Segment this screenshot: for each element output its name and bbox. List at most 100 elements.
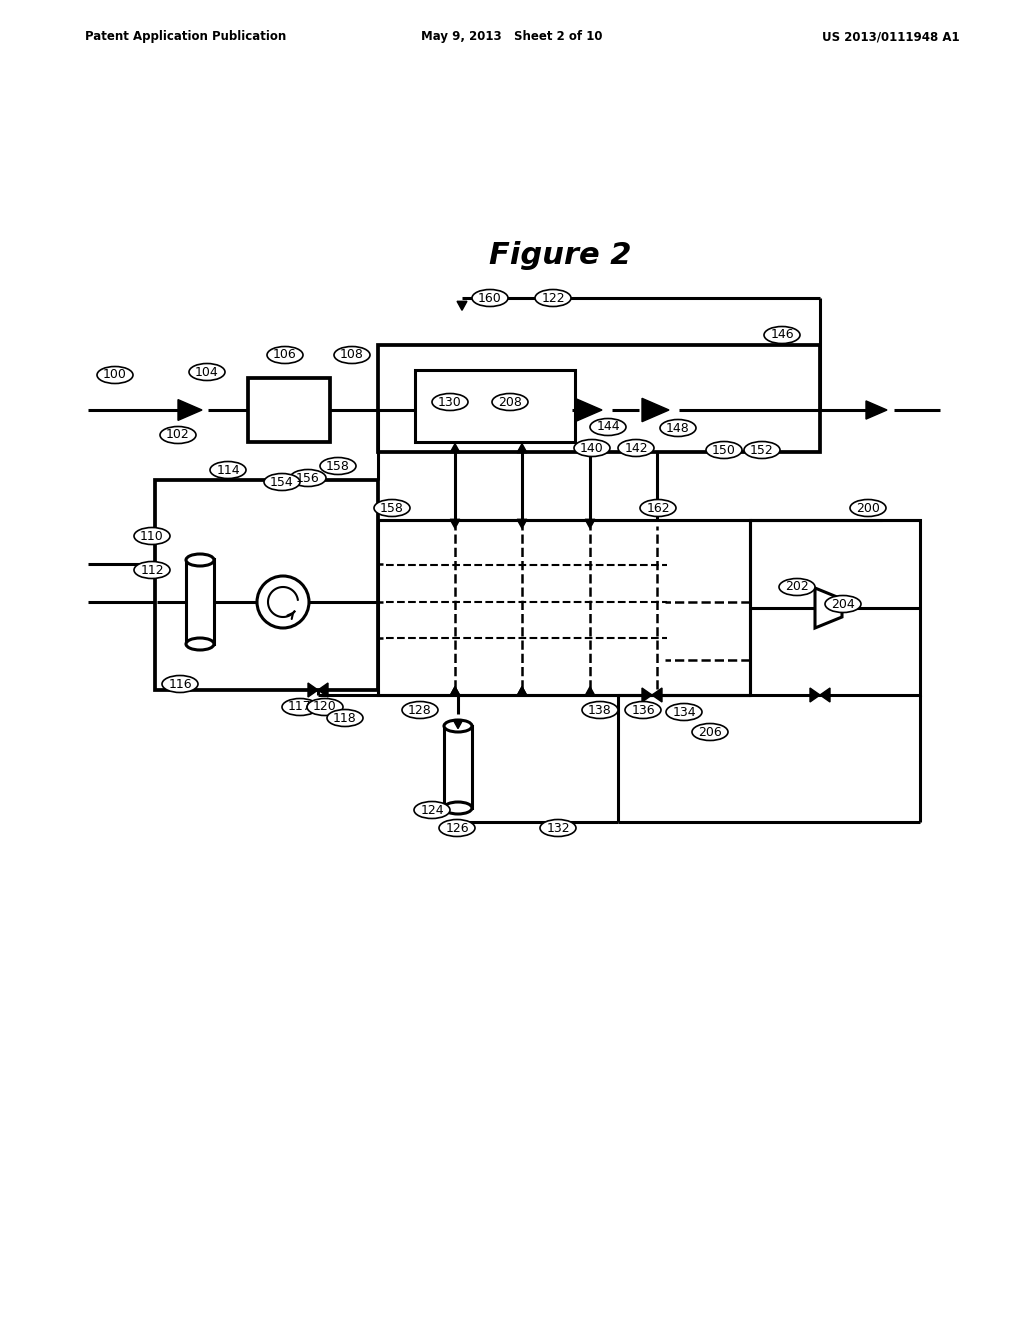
Ellipse shape: [189, 363, 225, 380]
Text: 100: 100: [103, 368, 127, 381]
Text: 108: 108: [340, 348, 364, 362]
Ellipse shape: [327, 710, 362, 726]
Ellipse shape: [307, 698, 343, 715]
Ellipse shape: [590, 418, 626, 436]
Text: 110: 110: [140, 529, 164, 543]
Ellipse shape: [267, 346, 303, 363]
Polygon shape: [517, 444, 527, 453]
Polygon shape: [517, 519, 527, 528]
Ellipse shape: [764, 326, 800, 343]
Ellipse shape: [319, 458, 356, 474]
Polygon shape: [178, 400, 202, 420]
Ellipse shape: [402, 701, 438, 718]
Ellipse shape: [582, 701, 618, 718]
Polygon shape: [517, 686, 527, 696]
Ellipse shape: [160, 426, 196, 444]
Ellipse shape: [472, 289, 508, 306]
Ellipse shape: [692, 723, 728, 741]
Ellipse shape: [444, 803, 472, 814]
Text: 156: 156: [296, 471, 319, 484]
Ellipse shape: [186, 554, 214, 566]
Bar: [415, 370, 575, 442]
Polygon shape: [585, 519, 595, 528]
Ellipse shape: [186, 638, 214, 649]
Ellipse shape: [660, 420, 696, 437]
Ellipse shape: [439, 820, 475, 837]
Text: 124: 124: [420, 804, 443, 817]
Text: 130: 130: [438, 396, 462, 408]
Text: 200: 200: [856, 502, 880, 515]
Text: 117: 117: [288, 701, 312, 714]
Text: 136: 136: [631, 704, 654, 717]
Ellipse shape: [825, 595, 861, 612]
Text: 162: 162: [646, 502, 670, 515]
Bar: [248, 378, 330, 442]
Ellipse shape: [432, 393, 468, 411]
Ellipse shape: [134, 528, 170, 544]
Polygon shape: [517, 686, 527, 696]
Polygon shape: [451, 686, 460, 696]
Ellipse shape: [282, 698, 318, 715]
Text: May 9, 2013   Sheet 2 of 10: May 9, 2013 Sheet 2 of 10: [421, 30, 603, 44]
Text: 150: 150: [712, 444, 736, 457]
Bar: [378, 345, 820, 451]
Text: 114: 114: [216, 463, 240, 477]
Ellipse shape: [414, 801, 450, 818]
Text: 106: 106: [273, 348, 297, 362]
Text: Patent Application Publication: Patent Application Publication: [85, 30, 287, 44]
Ellipse shape: [492, 393, 528, 411]
Text: 144: 144: [596, 421, 620, 433]
Ellipse shape: [134, 561, 170, 578]
Text: 206: 206: [698, 726, 722, 738]
Ellipse shape: [162, 676, 198, 693]
Text: 158: 158: [380, 502, 403, 515]
Text: US 2013/0111948 A1: US 2013/0111948 A1: [822, 30, 961, 44]
Ellipse shape: [540, 820, 575, 837]
Bar: [378, 520, 750, 696]
Text: 118: 118: [333, 711, 357, 725]
Text: Figure 2: Figure 2: [488, 240, 631, 269]
Polygon shape: [454, 721, 463, 729]
Text: 102: 102: [166, 429, 189, 441]
Polygon shape: [642, 399, 669, 421]
Text: 160: 160: [478, 292, 502, 305]
Polygon shape: [457, 301, 467, 310]
Text: 128: 128: [409, 704, 432, 717]
Ellipse shape: [850, 499, 886, 516]
Bar: [444, 726, 472, 808]
Polygon shape: [308, 682, 318, 697]
Text: 134: 134: [672, 705, 696, 718]
Ellipse shape: [264, 474, 300, 491]
Ellipse shape: [97, 367, 133, 384]
Text: 154: 154: [270, 475, 294, 488]
Polygon shape: [451, 444, 460, 453]
Polygon shape: [575, 399, 602, 421]
Polygon shape: [652, 688, 662, 702]
Circle shape: [257, 576, 309, 628]
Text: 148: 148: [667, 421, 690, 434]
Ellipse shape: [779, 578, 815, 595]
Ellipse shape: [574, 440, 610, 457]
Ellipse shape: [666, 704, 702, 721]
Bar: [186, 558, 214, 644]
Text: 104: 104: [196, 366, 219, 379]
Polygon shape: [820, 688, 830, 702]
Bar: [750, 520, 920, 696]
Text: 122: 122: [542, 292, 565, 305]
Ellipse shape: [625, 701, 662, 718]
Text: 158: 158: [326, 459, 350, 473]
Polygon shape: [451, 519, 460, 528]
Ellipse shape: [618, 440, 654, 457]
Text: 120: 120: [313, 701, 337, 714]
Polygon shape: [451, 686, 460, 696]
Polygon shape: [810, 688, 820, 702]
Text: 202: 202: [785, 581, 809, 594]
Polygon shape: [318, 682, 328, 697]
Text: 132: 132: [546, 821, 569, 834]
Text: 208: 208: [498, 396, 522, 408]
Text: 142: 142: [625, 441, 648, 454]
Polygon shape: [642, 688, 652, 702]
Text: 112: 112: [140, 564, 164, 577]
Text: 126: 126: [445, 821, 469, 834]
Text: 116: 116: [168, 677, 191, 690]
